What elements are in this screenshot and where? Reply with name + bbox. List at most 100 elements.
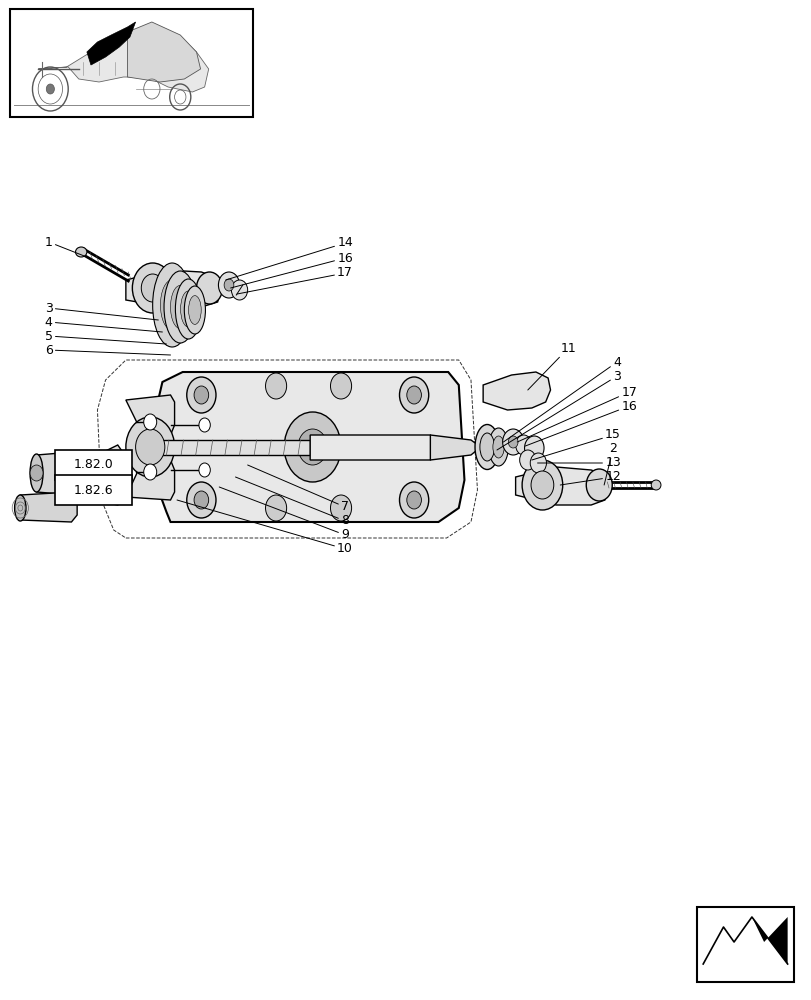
Circle shape: [521, 460, 562, 510]
Text: 3: 3: [45, 302, 158, 320]
Circle shape: [199, 418, 210, 432]
Circle shape: [330, 373, 351, 399]
Circle shape: [196, 272, 222, 304]
Text: 2: 2: [603, 442, 616, 485]
Ellipse shape: [164, 271, 196, 343]
Text: 13: 13: [537, 456, 620, 470]
Text: 1.82.6: 1.82.6: [74, 484, 113, 496]
Circle shape: [187, 482, 216, 518]
Text: 12: 12: [560, 471, 620, 485]
Ellipse shape: [170, 285, 190, 329]
Circle shape: [399, 482, 428, 518]
Circle shape: [265, 495, 286, 521]
Ellipse shape: [175, 279, 201, 339]
Polygon shape: [126, 270, 221, 307]
Circle shape: [231, 280, 247, 300]
Circle shape: [330, 495, 351, 521]
Circle shape: [586, 469, 611, 501]
Circle shape: [84, 463, 103, 487]
Text: 17: 17: [517, 385, 637, 442]
Circle shape: [199, 463, 210, 477]
Circle shape: [519, 450, 535, 470]
FancyBboxPatch shape: [55, 475, 131, 505]
Circle shape: [399, 377, 428, 413]
Ellipse shape: [650, 480, 660, 490]
Polygon shape: [127, 22, 200, 82]
Text: 7: 7: [247, 465, 349, 514]
Circle shape: [508, 436, 517, 448]
Polygon shape: [126, 395, 174, 440]
Text: 5: 5: [45, 330, 166, 344]
Ellipse shape: [492, 436, 504, 458]
Circle shape: [265, 373, 286, 399]
Circle shape: [224, 279, 234, 291]
Polygon shape: [483, 372, 550, 410]
Circle shape: [530, 471, 553, 499]
Text: 16: 16: [230, 251, 353, 288]
Circle shape: [194, 491, 208, 509]
Text: 15: 15: [531, 428, 620, 460]
Text: 16: 16: [525, 399, 637, 446]
Text: 4: 4: [45, 316, 162, 332]
Circle shape: [218, 272, 239, 298]
Text: 1.82.0: 1.82.0: [74, 458, 113, 472]
Text: 6: 6: [45, 344, 170, 357]
Circle shape: [75, 453, 111, 497]
Text: 11: 11: [527, 342, 576, 390]
Circle shape: [530, 453, 546, 473]
Ellipse shape: [184, 286, 205, 334]
Ellipse shape: [15, 495, 26, 521]
Polygon shape: [10, 9, 253, 117]
Ellipse shape: [479, 433, 494, 461]
Circle shape: [406, 491, 421, 509]
Polygon shape: [751, 917, 787, 964]
Circle shape: [132, 263, 173, 313]
Ellipse shape: [180, 291, 196, 327]
Circle shape: [515, 435, 531, 455]
Polygon shape: [20, 492, 77, 522]
Circle shape: [187, 377, 216, 413]
Polygon shape: [515, 467, 608, 505]
Ellipse shape: [161, 280, 183, 330]
Text: 1: 1: [45, 235, 89, 258]
Ellipse shape: [75, 247, 87, 257]
Bar: [696, 907, 793, 982]
Circle shape: [135, 429, 165, 465]
Text: 14: 14: [225, 236, 353, 280]
Polygon shape: [69, 445, 130, 505]
Ellipse shape: [474, 424, 499, 470]
Circle shape: [298, 429, 327, 465]
Polygon shape: [38, 27, 208, 92]
Polygon shape: [310, 435, 434, 460]
Text: 17: 17: [237, 266, 353, 294]
Circle shape: [87, 457, 95, 467]
Circle shape: [194, 386, 208, 404]
Ellipse shape: [488, 428, 508, 466]
Circle shape: [144, 414, 157, 430]
Polygon shape: [87, 22, 135, 65]
Text: 8: 8: [235, 477, 349, 528]
Circle shape: [524, 436, 543, 460]
Ellipse shape: [30, 454, 43, 492]
Circle shape: [126, 417, 174, 477]
Text: 3: 3: [496, 369, 620, 450]
Text: 9: 9: [219, 487, 349, 542]
Circle shape: [141, 274, 164, 302]
Polygon shape: [430, 435, 480, 460]
Circle shape: [87, 483, 95, 493]
Ellipse shape: [152, 263, 191, 347]
Polygon shape: [158, 440, 310, 455]
Polygon shape: [156, 372, 464, 522]
Ellipse shape: [188, 296, 201, 324]
Circle shape: [406, 386, 421, 404]
Circle shape: [30, 465, 43, 481]
Polygon shape: [36, 452, 77, 495]
Circle shape: [46, 84, 54, 94]
FancyBboxPatch shape: [55, 450, 131, 480]
Polygon shape: [126, 455, 174, 500]
Circle shape: [284, 412, 341, 482]
Circle shape: [144, 464, 157, 480]
Text: 10: 10: [177, 500, 353, 556]
Circle shape: [502, 429, 523, 455]
Text: 4: 4: [503, 356, 620, 442]
